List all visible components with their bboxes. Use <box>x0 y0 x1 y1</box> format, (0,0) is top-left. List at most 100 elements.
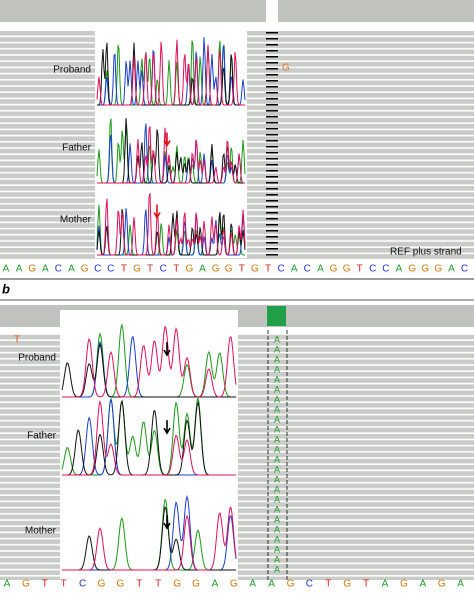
ref-base: A <box>268 579 275 590</box>
read-base: A <box>274 434 280 444</box>
ref-base: G <box>186 264 194 275</box>
ref-base: T <box>363 579 369 590</box>
sample-label: Mother <box>60 215 92 226</box>
ref-base: A <box>396 264 403 275</box>
ref-base: G <box>22 579 30 590</box>
read-base: A <box>274 344 280 354</box>
read-base: A <box>274 424 280 434</box>
read-base: A <box>274 494 280 504</box>
ref-base: C <box>79 579 86 590</box>
read-base: A <box>274 564 280 574</box>
read-base: A <box>274 404 280 414</box>
ref-base: A <box>448 264 455 275</box>
ref-base: C <box>107 264 114 275</box>
ref-base: G <box>28 264 36 275</box>
sample-label: Father <box>62 143 92 154</box>
ref-base: A <box>42 264 49 275</box>
ref-base: C <box>94 264 101 275</box>
ref-base: G <box>133 264 141 275</box>
read-base: A <box>274 514 280 524</box>
ref-base: G <box>225 264 233 275</box>
ref-base: A <box>419 579 426 590</box>
read-base: A <box>274 524 280 534</box>
trace <box>62 325 237 398</box>
ref-base: G <box>343 579 351 590</box>
ref-base: A <box>16 264 23 275</box>
ref-base: G <box>343 264 351 275</box>
coverage-bar <box>0 0 474 22</box>
read-base: A <box>274 534 280 544</box>
read-base: A <box>274 484 280 494</box>
ref-base: G <box>330 264 338 275</box>
ref-base: A <box>212 579 219 590</box>
ref-base: A <box>249 579 256 590</box>
trace <box>62 399 236 476</box>
read-base: A <box>274 554 280 564</box>
arrow <box>163 342 171 357</box>
ref-base: C <box>461 264 468 275</box>
read-base: A <box>274 364 280 374</box>
ref-base: T <box>239 264 245 275</box>
ref-base: T <box>155 579 161 590</box>
trace <box>61 343 236 398</box>
read-base: A <box>274 464 280 474</box>
ref-base: G <box>287 579 295 590</box>
read-base: A <box>274 334 280 344</box>
strand-label: REF plus strand <box>390 247 462 258</box>
trace <box>62 506 237 571</box>
ref-base: T <box>61 579 67 590</box>
read-base: A <box>274 544 280 554</box>
read-base: A <box>274 474 280 484</box>
ref-base: C <box>277 264 284 275</box>
coverage-variant <box>267 306 286 326</box>
ref-base: T <box>136 579 142 590</box>
trace <box>96 39 245 106</box>
ref-base: A <box>382 579 389 590</box>
ref-base: C <box>306 579 313 590</box>
read-base: A <box>274 354 280 364</box>
trace <box>97 193 246 256</box>
sample-label: Proband <box>53 65 91 76</box>
ref-base: T <box>357 264 363 275</box>
read-base: A <box>274 504 280 514</box>
chromatogram-box <box>95 30 247 258</box>
arrow <box>153 204 161 220</box>
mismatch: G <box>282 63 290 74</box>
arrow <box>163 420 171 435</box>
ref-base: C <box>382 264 389 275</box>
ref-base: G <box>230 579 238 590</box>
sample-label: Father <box>27 431 57 442</box>
read-base: A <box>274 454 280 464</box>
sample-label: Mother <box>25 526 57 537</box>
ref-base: A <box>317 264 324 275</box>
ref-base: A <box>291 264 298 275</box>
ref-base: T <box>147 264 153 275</box>
ref-base: T <box>325 579 331 590</box>
ref-base: G <box>421 264 429 275</box>
ref-base: A <box>4 579 11 590</box>
read-base: A <box>274 394 280 404</box>
sample-label: Proband <box>18 353 56 364</box>
mismatch: T <box>14 335 20 346</box>
ref-base: G <box>212 264 220 275</box>
ref-base: G <box>408 264 416 275</box>
panel-label: b <box>2 281 10 296</box>
read-base: A <box>274 384 280 394</box>
ref-base: A <box>68 264 75 275</box>
ref-base: C <box>160 264 167 275</box>
ref-base: G <box>251 264 259 275</box>
ref-base: G <box>400 579 408 590</box>
ref-base: G <box>117 579 125 590</box>
ref-base: G <box>98 579 106 590</box>
ref-base: T <box>173 264 179 275</box>
ref-base: G <box>81 264 89 275</box>
arrow <box>163 132 171 148</box>
read-base: A <box>274 414 280 424</box>
ref-base: C <box>304 264 311 275</box>
ref-base: G <box>438 579 446 590</box>
arrow <box>163 515 171 530</box>
ref-base: T <box>121 264 127 275</box>
ref-base: G <box>192 579 200 590</box>
ref-base: A <box>3 264 10 275</box>
